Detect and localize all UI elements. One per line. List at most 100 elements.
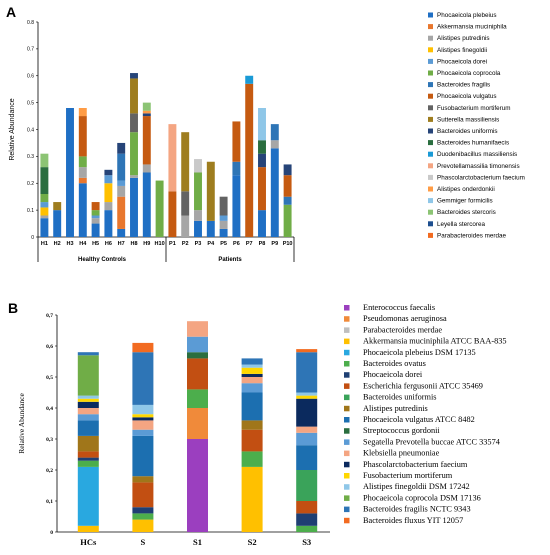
- legend-swatch-b: [344, 372, 350, 378]
- bar-segment-b: [132, 417, 154, 421]
- legend-swatch-a: [428, 186, 433, 192]
- bar-segment-a: [270, 124, 279, 141]
- bar-segment-b: [77, 525, 99, 532]
- panel-a-label: A: [6, 4, 16, 20]
- legend-swatch-a: [428, 70, 433, 76]
- bar-segment-a: [206, 161, 215, 221]
- legend-label-b: Klebsiella pneumoniae: [363, 449, 440, 458]
- bar-segment-b: [241, 377, 263, 384]
- legend-label-a: Gemmiger formicilis: [437, 198, 493, 205]
- bar-segment-a: [283, 204, 292, 237]
- bar-segment-b: [77, 398, 99, 402]
- legend-swatch-b: [344, 428, 350, 434]
- bar-segment-a: [40, 215, 49, 219]
- y-tick-label-a: 0.4: [27, 127, 34, 133]
- legend-swatch-b: [344, 349, 350, 356]
- bar-segment-b: [132, 476, 154, 483]
- legend-label-b: Phocaeicola plebeius DSM 17135: [363, 348, 476, 357]
- bar-segment-a: [40, 202, 49, 208]
- bar-segment-a: [91, 215, 100, 219]
- bar-segment-a: [283, 196, 292, 205]
- legend-label-a: Phocaeicola dorei: [437, 58, 487, 65]
- bar-segment-a: [283, 164, 292, 176]
- bar-segment-b: [77, 414, 99, 421]
- category-label-a: H9: [143, 241, 150, 247]
- y-axis-title-b: Relative Abundance: [17, 393, 26, 454]
- bar-segment-a: [117, 185, 126, 197]
- bar-segment-a: [130, 132, 138, 176]
- bar-segment-a: [40, 153, 49, 168]
- y-tick-label-b: 0,6: [46, 344, 53, 350]
- legend-swatch-b: [344, 361, 350, 367]
- bar-segment-b: [296, 426, 318, 433]
- legend-a: Phocaeicola plebeius Akkermansia muciniph…: [428, 12, 525, 239]
- legend-swatch-a: [428, 198, 433, 204]
- legend-label-b: Alistipes putredinis: [363, 404, 428, 413]
- bar-segment-a: [194, 159, 202, 173]
- bar-segment-b: [241, 383, 263, 393]
- legend-swatch-b: [344, 316, 350, 322]
- bar-segment-b: [296, 525, 318, 532]
- bar-segment-b: [132, 342, 154, 353]
- legend-swatch-b: [344, 484, 350, 490]
- bar-segment-a: [130, 177, 138, 237]
- bar-segment-a: [130, 113, 138, 133]
- legend-label-b: Phocaeicola dorei: [363, 370, 423, 379]
- bar-segment-b: [187, 321, 208, 337]
- bar-segment-a: [232, 121, 241, 162]
- bar-segment-b: [241, 451, 263, 467]
- legend-label-b: Streptococcus gordonii: [363, 426, 440, 435]
- bar-segment-a: [40, 207, 49, 216]
- bar-segment-b: [187, 408, 208, 439]
- bar-segment-b: [296, 432, 318, 446]
- y-tick-label-a: 0.7: [27, 47, 34, 53]
- bar-segment-a: [168, 124, 177, 192]
- y-tick-label-b: 0,1: [46, 499, 53, 505]
- bar-segment-a: [53, 210, 62, 237]
- category-label-a: P9: [271, 241, 278, 247]
- bar-segment-a: [53, 202, 62, 211]
- legend-label-b: Bacteroides fluxus YIT 12057: [363, 516, 463, 525]
- bar-segment-a: [78, 116, 87, 157]
- legend-swatch-a: [428, 128, 433, 134]
- bar-segment-a: [78, 183, 87, 237]
- y-tick-label-a: 0: [31, 235, 34, 241]
- y-tick-label-a: 0.1: [27, 208, 34, 214]
- bar-segment-a: [91, 210, 100, 216]
- category-label-b: S1: [193, 537, 202, 547]
- legend-swatch-b: [344, 394, 350, 401]
- y-tick-label-a: 0.8: [27, 20, 34, 26]
- bar-segment-a: [232, 175, 241, 237]
- bar-segment-a: [181, 215, 190, 237]
- legend-swatch-a: [428, 221, 433, 227]
- bar-segment-a: [194, 172, 202, 211]
- bar-segment-b: [132, 435, 154, 477]
- bar-segment-b: [296, 501, 318, 514]
- bar-segment-b: [296, 392, 318, 396]
- bar-segment-b: [132, 513, 154, 520]
- legend-swatch-b: [344, 495, 350, 501]
- legend-label-a: Leyella stercorea: [437, 221, 485, 228]
- legend-swatch-b: [344, 383, 350, 389]
- bar-segment-b: [77, 466, 99, 526]
- bar-segment-a: [104, 210, 113, 237]
- bar-segment-b: [241, 364, 263, 368]
- bar-segment-b: [77, 460, 99, 467]
- bar-segment-a: [258, 140, 266, 154]
- legend-label-b: Enterococcus faecalis: [363, 303, 435, 312]
- bar-segment-a: [130, 175, 138, 178]
- bar-segment-a: [270, 148, 279, 237]
- bar-segment-b: [77, 420, 99, 436]
- legend-swatch-b: [344, 506, 350, 513]
- bar-segment-a: [258, 108, 266, 141]
- legend-label-b: Fusobacterium mortiferum: [363, 471, 453, 480]
- legend-swatch-b: [344, 450, 350, 457]
- y-axis-title-a: Relative Abundance: [9, 98, 16, 160]
- category-label-b: S: [141, 537, 146, 547]
- y-tick-label-b: 0,7: [46, 313, 53, 319]
- category-label-a: H5: [92, 241, 99, 247]
- y-tick-label-a: 0.2: [27, 181, 34, 187]
- legend-label-b: Segatella Prevotella buccae ATCC 33574: [363, 437, 501, 446]
- bar-segment-a: [78, 156, 87, 168]
- legend-swatch-a: [428, 140, 433, 146]
